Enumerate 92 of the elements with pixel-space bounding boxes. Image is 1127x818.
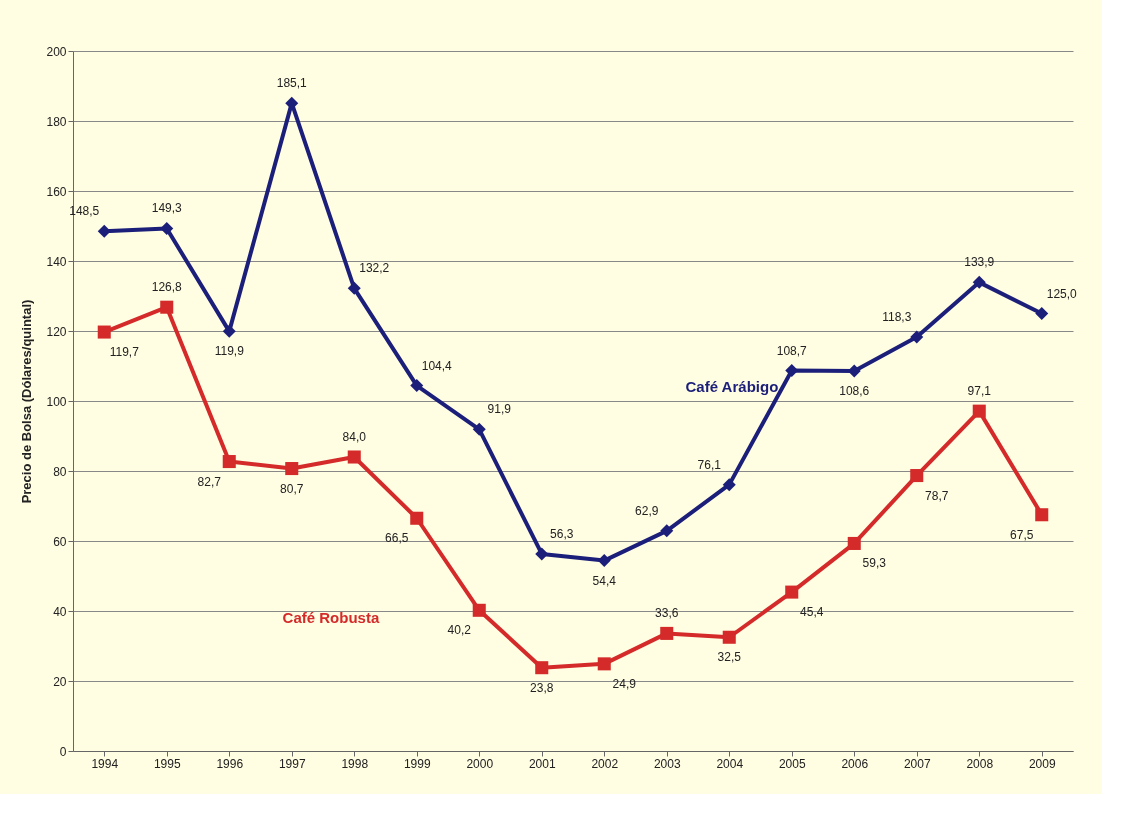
point — [910, 330, 924, 344]
y-tick-label: 20 — [53, 674, 67, 689]
text: Café Robusta — [282, 609, 380, 626]
y-tick-label: 0 — [59, 744, 67, 759]
x-tick-label: 2009 — [1028, 756, 1056, 771]
series-label: Café Arábigo — [685, 378, 779, 395]
data-label: 78,7 — [925, 488, 949, 503]
x-tick-label: 2006 — [841, 756, 869, 771]
data-label: 59,3 — [862, 556, 887, 571]
data-label: 62,9 — [635, 503, 659, 518]
data-label: 185,1 — [276, 76, 308, 91]
data-label: 149,3 — [151, 201, 183, 216]
point — [597, 554, 611, 568]
point — [597, 657, 611, 671]
x-tick-label: 1995 — [153, 756, 181, 771]
y-tick-label: 120 — [46, 324, 67, 339]
data-label: 119,7 — [109, 345, 140, 360]
data-label: 56,3 — [550, 526, 574, 541]
point — [910, 469, 924, 483]
point — [972, 404, 986, 418]
y-tick-label: 180 — [46, 114, 67, 129]
data-label: 126,8 — [151, 280, 183, 295]
data-label: 33,6 — [655, 606, 679, 621]
x-tick-label: 1994 — [91, 756, 119, 771]
y-tick-label: 160 — [46, 184, 67, 199]
x-tick-label: 2005 — [778, 756, 806, 771]
point — [660, 524, 674, 538]
data-label: 32,5 — [717, 650, 742, 665]
data-label: 23,8 — [530, 680, 554, 695]
point — [222, 455, 236, 469]
y-tick-label: 40 — [53, 604, 67, 619]
point — [535, 661, 549, 675]
y-axis-title: Precio de Bolsa (Dólares/quintal) — [19, 299, 35, 504]
y-tick-label: 100 — [46, 394, 67, 409]
y-tick-label: 140 — [46, 254, 67, 269]
data-label: 91,9 — [487, 402, 512, 417]
point — [722, 630, 736, 644]
point — [410, 379, 424, 393]
point — [160, 221, 174, 235]
data-label: 24,9 — [612, 676, 637, 691]
x-tick-label: 2000 — [466, 756, 494, 771]
data-label: 80,7 — [280, 481, 304, 496]
y-tick-label: 60 — [53, 534, 67, 549]
x-tick-label: 2001 — [528, 756, 556, 771]
y-tick-label: 80 — [53, 464, 67, 479]
data-label: 40,2 — [447, 623, 472, 638]
data-label: 132,2 — [359, 261, 390, 276]
data-label: 66,5 — [385, 531, 409, 546]
data-label: 84,0 — [342, 430, 367, 444]
point — [285, 462, 299, 476]
data-label: 67,5 — [1010, 527, 1034, 542]
point — [472, 422, 486, 436]
x-tick-label: 2003 — [653, 756, 681, 771]
data-label: 45,4 — [800, 605, 824, 620]
data-label: 133,9 — [964, 255, 995, 270]
point — [1035, 306, 1049, 321]
point — [472, 603, 486, 617]
x-tick-label: 2008 — [966, 756, 994, 771]
point — [535, 547, 549, 561]
x-tick-label: 2002 — [591, 756, 619, 771]
data-label: 119,9 — [214, 344, 245, 359]
point — [347, 281, 361, 295]
point — [660, 626, 674, 640]
data-label: 82,7 — [197, 474, 222, 489]
point — [222, 324, 236, 338]
point — [785, 585, 799, 599]
data-label: 104,4 — [421, 358, 453, 373]
point — [972, 275, 986, 289]
point — [97, 325, 111, 339]
point — [160, 300, 174, 314]
x-tick-label: 2007 — [903, 756, 931, 771]
data-label: 108,7 — [776, 343, 808, 358]
point — [785, 364, 799, 378]
x-tick-label: 1999 — [403, 756, 431, 771]
data-label: 97,1 — [967, 384, 992, 399]
point — [847, 536, 861, 550]
x-tick-label: 2004 — [716, 756, 744, 771]
point — [722, 478, 736, 492]
data-label: 125,0 — [1046, 286, 1078, 301]
data-label: 118,3 — [882, 309, 912, 324]
data-label: 76,1 — [697, 457, 722, 472]
x-tick-label: 1997 — [278, 756, 306, 771]
point — [97, 224, 111, 238]
data-label: 54,4 — [592, 573, 617, 588]
point — [347, 450, 361, 464]
x-tick-label: 1996 — [216, 756, 244, 771]
x-tick-label: 1998 — [341, 756, 369, 771]
point — [1035, 508, 1049, 522]
data-label: 108,6 — [839, 383, 870, 398]
point — [847, 364, 861, 378]
point — [410, 511, 424, 525]
y-tick-label: 200 — [46, 44, 67, 59]
